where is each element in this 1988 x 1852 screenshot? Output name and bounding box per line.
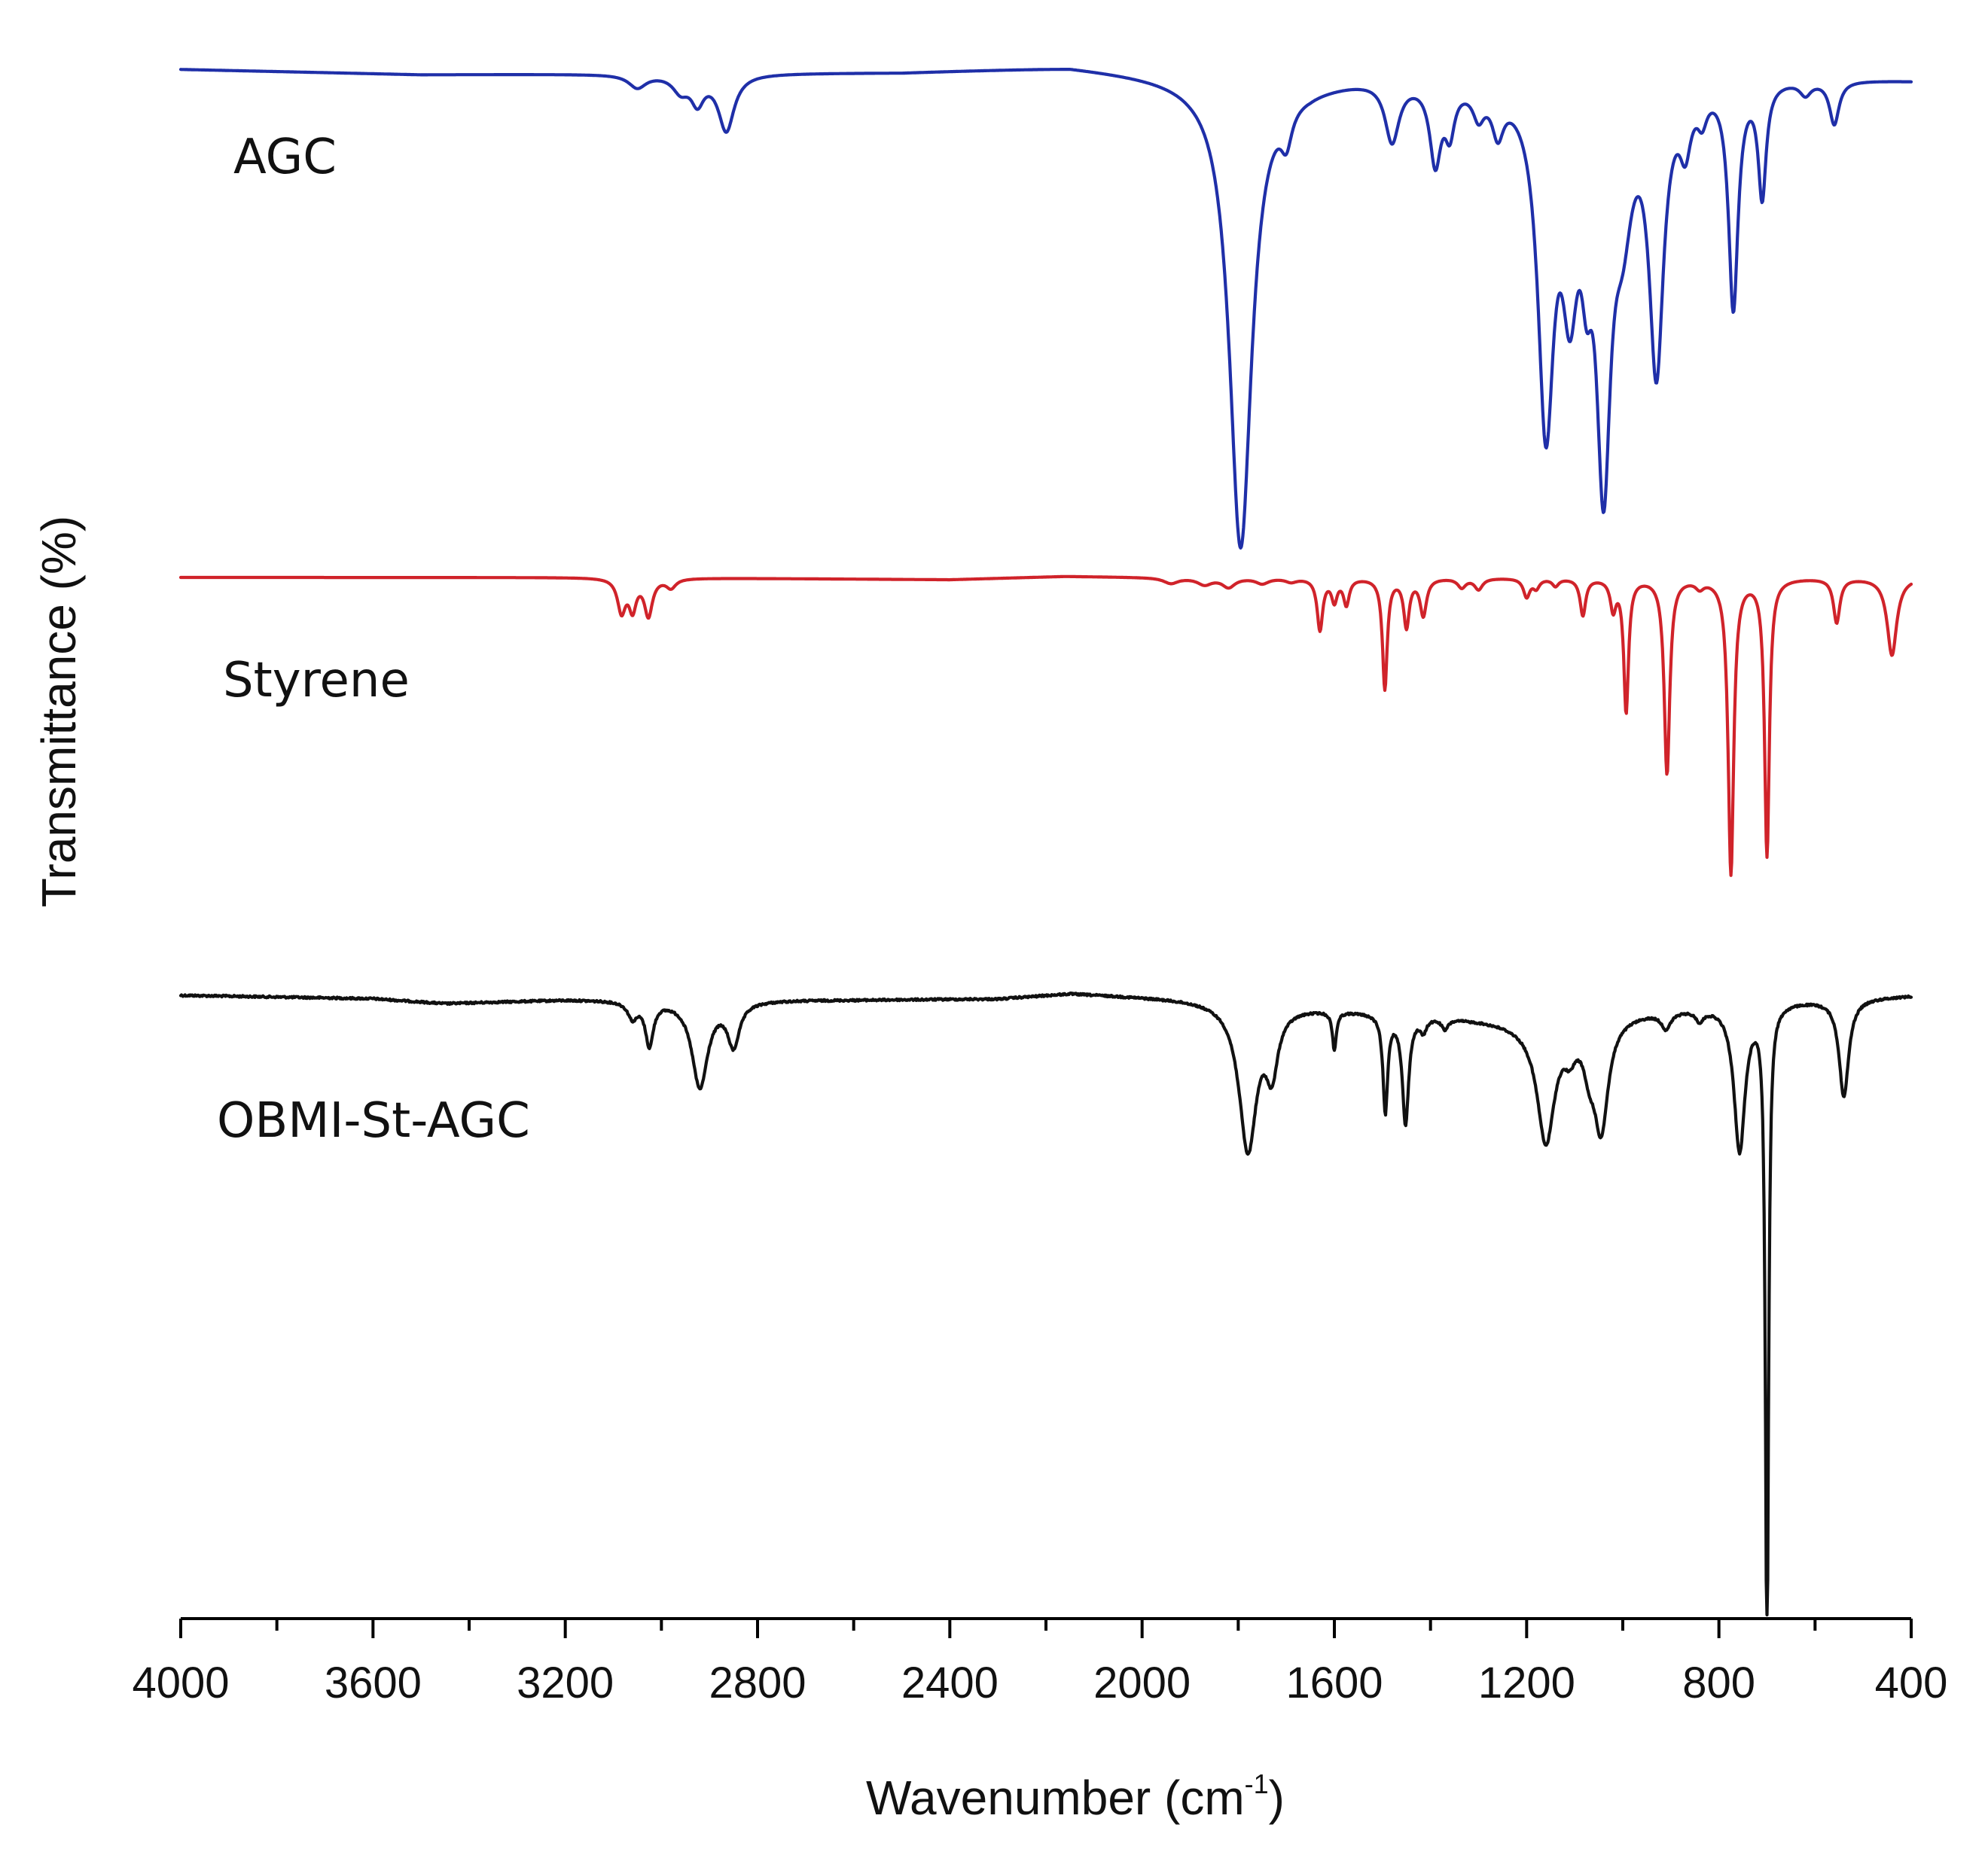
x-axis: 4000 3600 3200 2800 2400 2000 1600 1200 800 400 bbox=[132, 1617, 1948, 1707]
x-axis-title-main: Wavenumber (cm bbox=[866, 1771, 1245, 1825]
trace-agc bbox=[178, 67, 1913, 550]
series-label-obmi-st-agc: OBMI-St-AGC bbox=[217, 1093, 530, 1149]
series-label-styrene: Styrene bbox=[223, 653, 410, 708]
x-tick-label: 800 bbox=[1682, 1659, 1755, 1707]
spectra-traces bbox=[178, 67, 1913, 1617]
x-tick-label: 2800 bbox=[709, 1659, 806, 1707]
series-label-agc: AGC bbox=[233, 129, 337, 185]
x-tick-label: 3200 bbox=[517, 1659, 614, 1707]
x-tick-label: 4000 bbox=[132, 1659, 229, 1707]
x-tick-label: 1600 bbox=[1285, 1659, 1383, 1707]
x-tick-label: 400 bbox=[1875, 1659, 1948, 1707]
x-tick-label: 3600 bbox=[325, 1659, 422, 1707]
trace-obmi-st-agc bbox=[178, 991, 1913, 1617]
x-tick-label: 1200 bbox=[1478, 1659, 1575, 1707]
trace-styrene bbox=[178, 574, 1913, 877]
x-axis-title: Wavenumber (cm-1) bbox=[866, 1768, 1285, 1825]
x-tick-label: 2400 bbox=[901, 1659, 999, 1707]
x-axis-title-superscript: -1 bbox=[1245, 1768, 1269, 1799]
x-tick-label: 2000 bbox=[1093, 1659, 1191, 1707]
y-axis-title: Transmittance (%) bbox=[32, 516, 86, 907]
x-axis-title-suffix: ) bbox=[1269, 1771, 1285, 1825]
